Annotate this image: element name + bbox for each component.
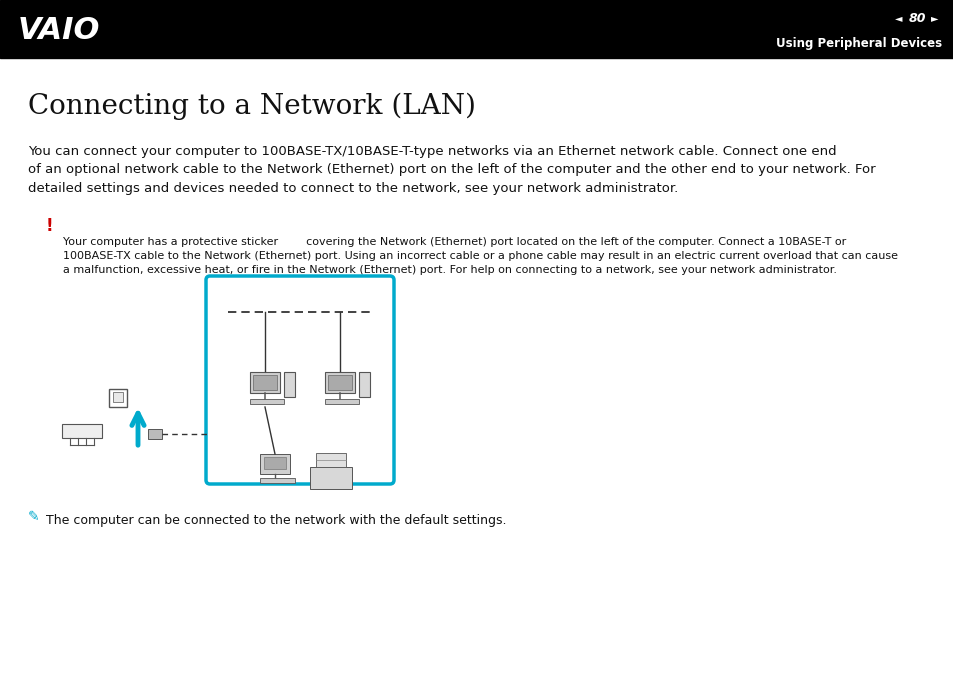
Bar — [260, 478, 294, 483]
Bar — [328, 375, 352, 390]
Bar — [315, 453, 346, 467]
Text: ►: ► — [930, 13, 938, 24]
Text: ✎: ✎ — [28, 510, 40, 524]
Text: You can connect your computer to 100BASE-TX/10BASE-T-type networks via an Ethern: You can connect your computer to 100BASE… — [28, 145, 875, 195]
Bar — [0, 0, 953, 58]
FancyBboxPatch shape — [206, 276, 394, 484]
Text: Connecting to a Network (LAN): Connecting to a Network (LAN) — [28, 93, 476, 121]
Bar — [264, 457, 286, 469]
Bar — [358, 372, 370, 397]
Bar — [324, 399, 358, 404]
Bar — [109, 389, 127, 407]
Text: The computer can be connected to the network with the default settings.: The computer can be connected to the net… — [46, 514, 506, 527]
Bar — [310, 467, 352, 489]
Bar — [112, 392, 123, 402]
Text: Your computer has a protective sticker        covering the Network (Ethernet) po: Your computer has a protective sticker c… — [63, 237, 897, 275]
Bar — [62, 424, 102, 438]
Bar — [250, 372, 280, 394]
Text: !: ! — [46, 217, 53, 235]
Bar — [324, 372, 355, 394]
Text: Using Peripheral Devices: Using Peripheral Devices — [775, 37, 941, 50]
Bar — [253, 375, 276, 390]
Bar — [250, 399, 284, 404]
Text: ◄: ◄ — [894, 13, 902, 24]
Bar — [260, 454, 290, 474]
Text: VAIO: VAIO — [18, 16, 100, 44]
Text: 80: 80 — [907, 12, 924, 25]
Bar — [284, 372, 294, 397]
Bar — [148, 429, 162, 439]
